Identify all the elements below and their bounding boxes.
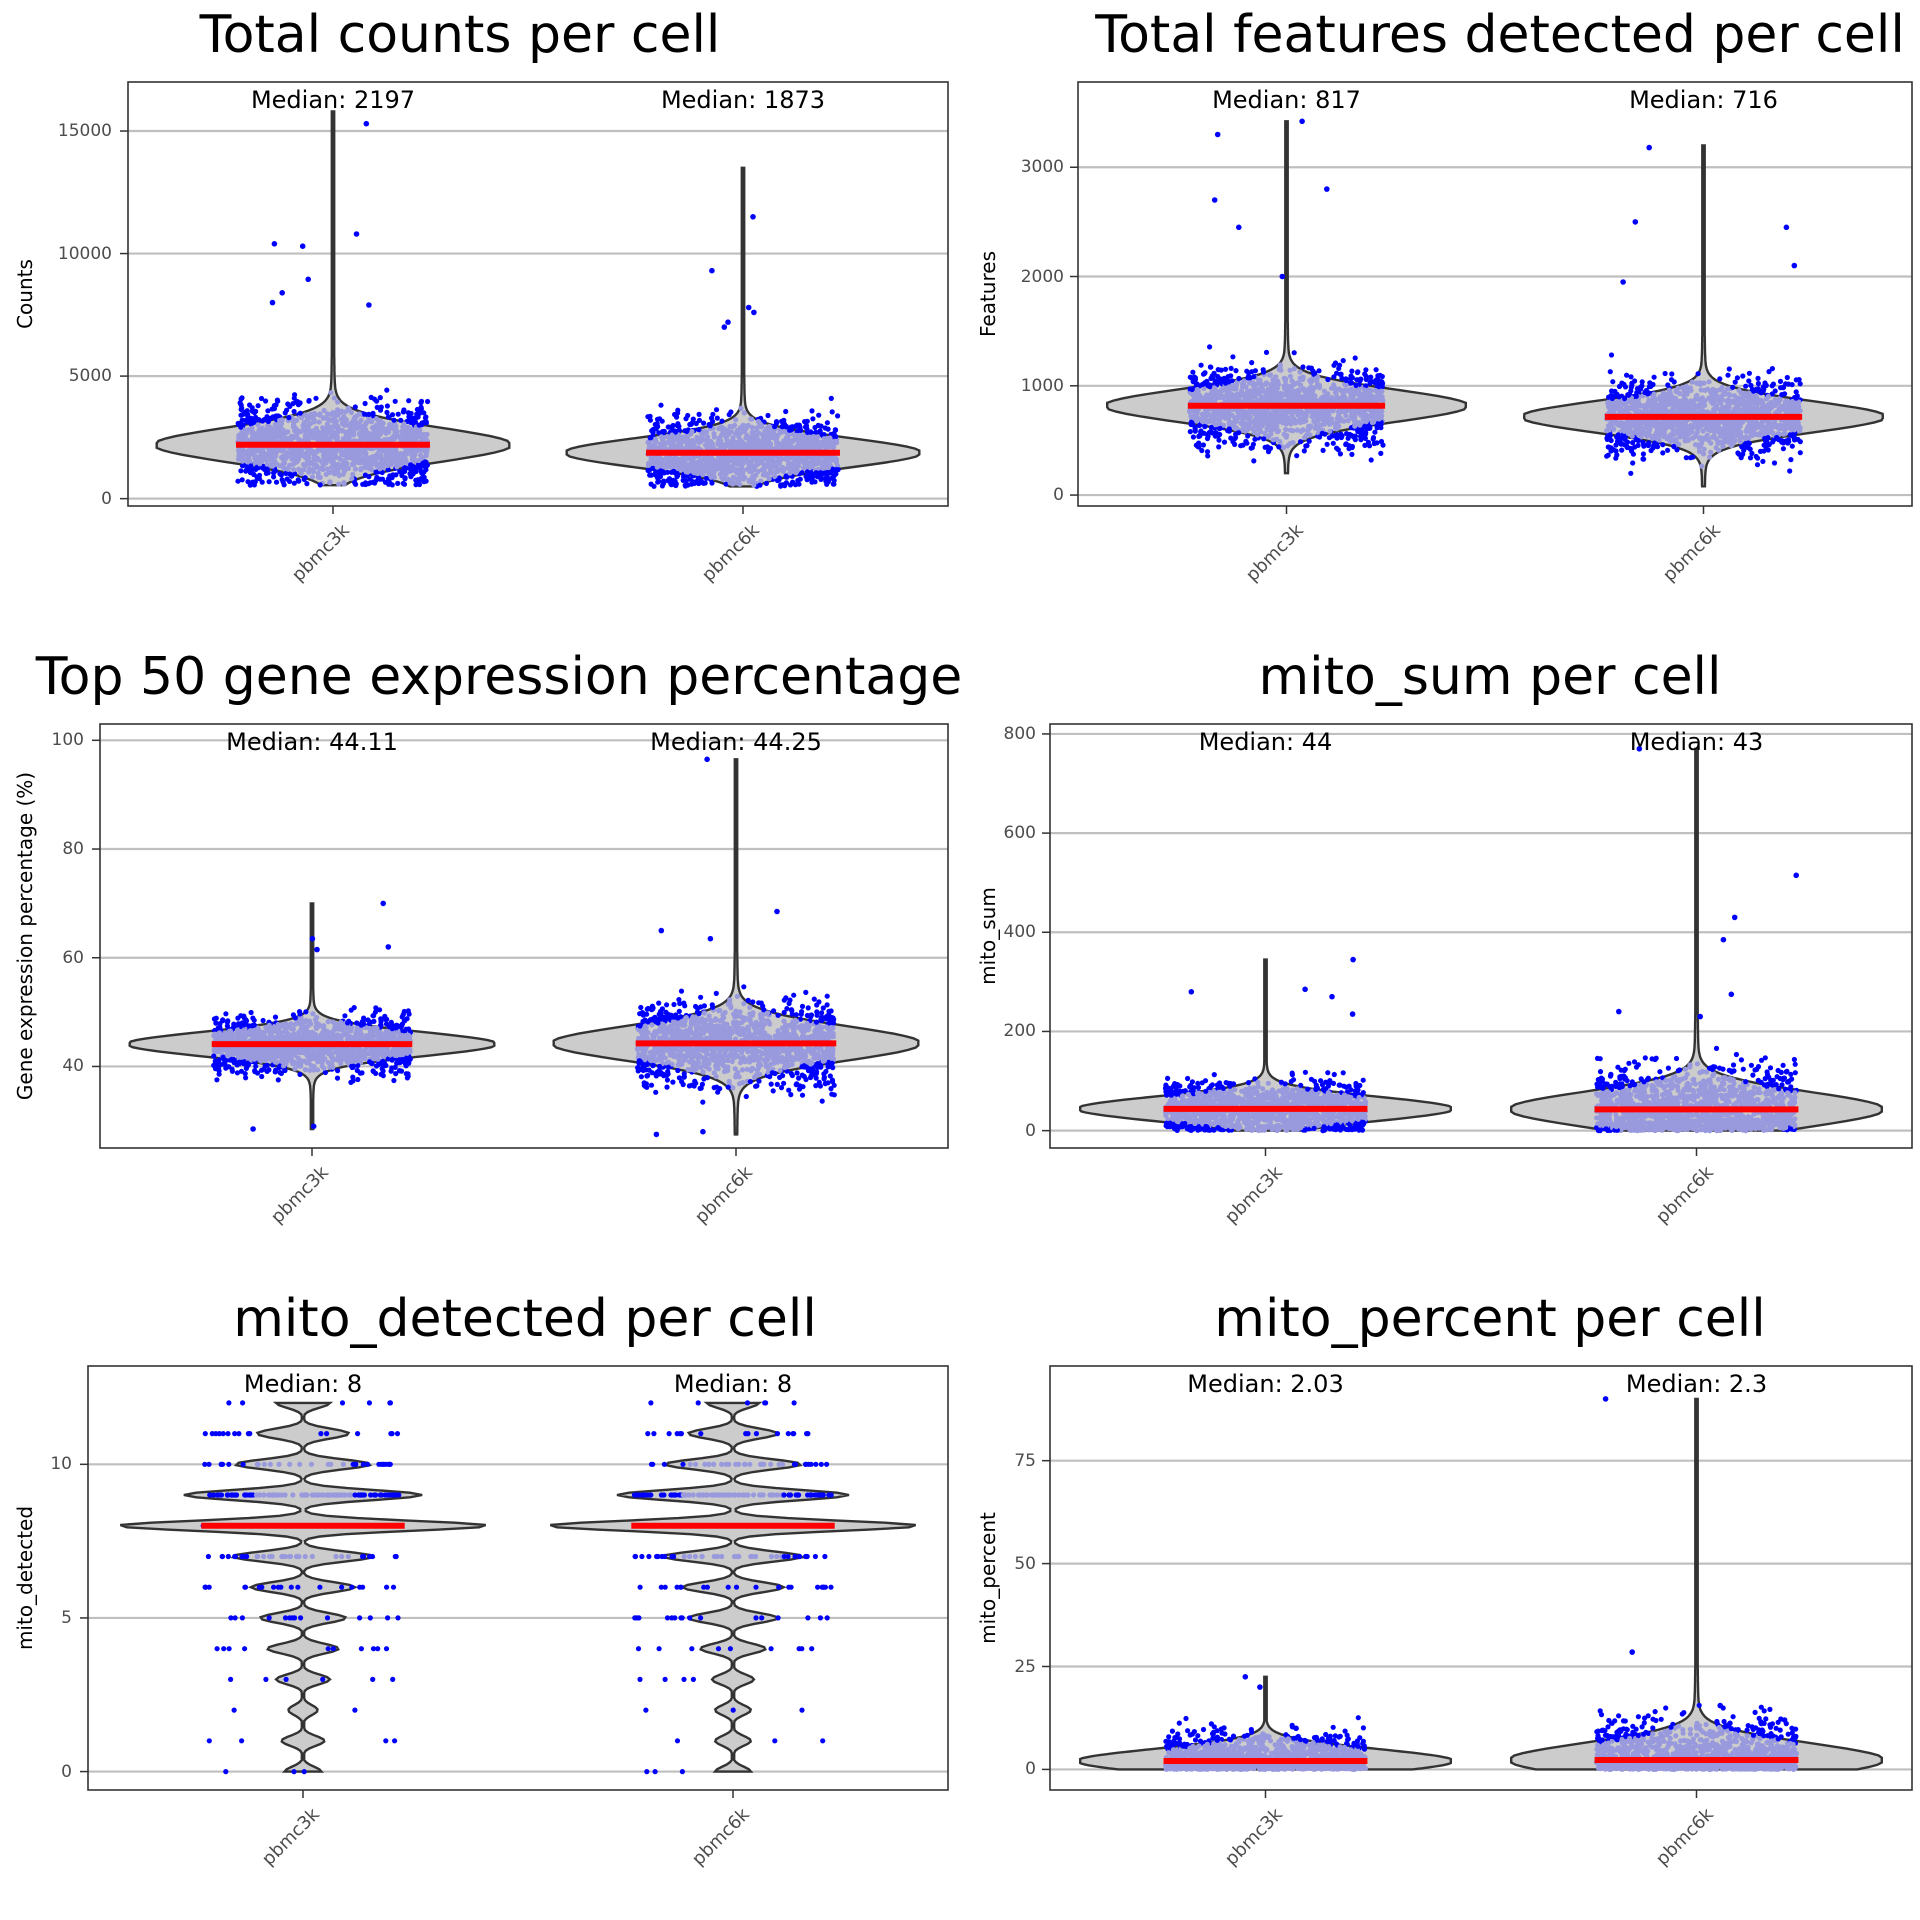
median-label: Median: 1873 bbox=[660, 86, 826, 114]
panel-border bbox=[1077, 81, 1913, 507]
median-label: Median: 44.11 bbox=[226, 728, 398, 756]
panel-border bbox=[127, 81, 949, 507]
violin-plot-panel bbox=[1042, 1365, 1913, 1798]
y-axis-label: Gene expression percentage (%) bbox=[13, 771, 37, 1101]
y-tick-label: 1000 bbox=[1020, 375, 1064, 396]
violin-pbmc6k bbox=[549, 1401, 917, 1773]
y-tick-label: 200 bbox=[1003, 1021, 1036, 1042]
median-label: Median: 8 bbox=[673, 1370, 793, 1398]
panel-border bbox=[99, 723, 949, 1149]
y-tick-label: 50 bbox=[1014, 1553, 1036, 1574]
panel-title: mito_detected per cell bbox=[233, 1289, 817, 1349]
y-axis-label: mito_percent bbox=[976, 1512, 1000, 1644]
median-label: Median: 2.3 bbox=[1625, 1370, 1768, 1398]
points-pbmc3k bbox=[1187, 118, 1386, 464]
y-axis-label: Features bbox=[976, 251, 1000, 337]
x-tick-label: pbmc3k bbox=[1241, 520, 1308, 586]
y-tick-label: 10000 bbox=[57, 243, 112, 264]
points-pbmc3k bbox=[211, 900, 413, 1132]
x-tick-label: pbmc6k bbox=[687, 1804, 754, 1870]
violin-pbmc3k bbox=[155, 110, 511, 487]
median-label: Median: 817 bbox=[1212, 86, 1361, 114]
y-tick-label: 5000 bbox=[68, 366, 112, 387]
x-tick-label: pbmc3k bbox=[257, 1804, 324, 1870]
y-tick-label: 0 bbox=[1025, 1120, 1036, 1141]
y-tick-label: 100 bbox=[51, 730, 84, 751]
panel-title: mito_percent per cell bbox=[1214, 1289, 1766, 1349]
y-tick-label: 800 bbox=[1003, 723, 1036, 744]
violin-plot-panel bbox=[120, 81, 949, 514]
violin-pbmc3k bbox=[119, 1401, 487, 1773]
y-tick-label: 0 bbox=[1053, 485, 1064, 506]
median-label: Median: 44.25 bbox=[650, 728, 822, 756]
median-label: Median: 43 bbox=[1629, 728, 1764, 756]
x-tick-label: pbmc6k bbox=[1658, 520, 1725, 586]
violin-pbmc6k bbox=[1510, 747, 1883, 1132]
median-label: Median: 2197 bbox=[250, 86, 416, 114]
violin-pbmc6k bbox=[1510, 1397, 1883, 1771]
y-tick-label: 0 bbox=[1025, 1759, 1036, 1780]
x-tick-label: pbmc3k bbox=[266, 1162, 333, 1228]
y-tick-label: 2000 bbox=[1020, 266, 1064, 287]
y-tick-label: 0 bbox=[61, 1761, 72, 1782]
panel-border bbox=[1049, 723, 1913, 1149]
median-label: Median: 44 bbox=[1198, 728, 1333, 756]
y-axis-label: mito_detected bbox=[13, 1505, 37, 1651]
x-tick-label: pbmc6k bbox=[690, 1162, 757, 1228]
x-tick-label: pbmc3k bbox=[1220, 1162, 1287, 1228]
panel-title: mito_sum per cell bbox=[1258, 647, 1722, 707]
y-tick-label: 15000 bbox=[57, 121, 112, 142]
points-pbmc6k bbox=[635, 756, 837, 1138]
violin-plot-panel bbox=[1042, 723, 1913, 1156]
median-label: Median: 716 bbox=[1629, 86, 1778, 114]
y-tick-label: 75 bbox=[1014, 1450, 1036, 1471]
y-tick-label: 80 bbox=[62, 839, 84, 860]
violin-plot-panel bbox=[80, 1365, 949, 1798]
panel-border bbox=[1049, 1365, 1913, 1791]
y-tick-label: 10 bbox=[50, 1454, 72, 1475]
panel-border bbox=[87, 1365, 949, 1791]
y-tick-label: 3000 bbox=[1020, 157, 1064, 178]
x-tick-label: pbmc3k bbox=[1220, 1804, 1287, 1870]
y-tick-label: 0 bbox=[101, 488, 112, 509]
y-tick-label: 60 bbox=[62, 947, 84, 968]
violin-pbmc6k bbox=[565, 166, 921, 488]
median-label: Median: 8 bbox=[243, 1370, 363, 1398]
violin-plot-panel bbox=[1070, 81, 1913, 514]
y-tick-label: 600 bbox=[1003, 823, 1036, 844]
y-tick-label: 400 bbox=[1003, 922, 1036, 943]
panel-title: Total counts per cell bbox=[199, 5, 721, 65]
y-tick-label: 25 bbox=[1014, 1656, 1036, 1677]
violin-pbmc3k bbox=[1079, 958, 1452, 1132]
violin-plot-panel bbox=[92, 723, 949, 1156]
x-tick-label: pbmc6k bbox=[1651, 1804, 1718, 1870]
panel-title: Top 50 gene expression percentage bbox=[35, 647, 963, 707]
x-tick-label: pbmc3k bbox=[287, 520, 354, 586]
violin-pbmc6k bbox=[1523, 144, 1884, 488]
median-label: Median: 2.03 bbox=[1187, 1370, 1344, 1398]
y-tick-label: 5 bbox=[61, 1607, 72, 1628]
y-axis-label: Counts bbox=[13, 259, 37, 329]
panel-title: Total features detected per cell bbox=[1095, 5, 1905, 65]
y-tick-label: 40 bbox=[62, 1056, 84, 1077]
x-tick-label: pbmc6k bbox=[697, 520, 764, 586]
violin-pbmc3k bbox=[1106, 120, 1467, 475]
x-tick-label: pbmc6k bbox=[1651, 1162, 1718, 1228]
